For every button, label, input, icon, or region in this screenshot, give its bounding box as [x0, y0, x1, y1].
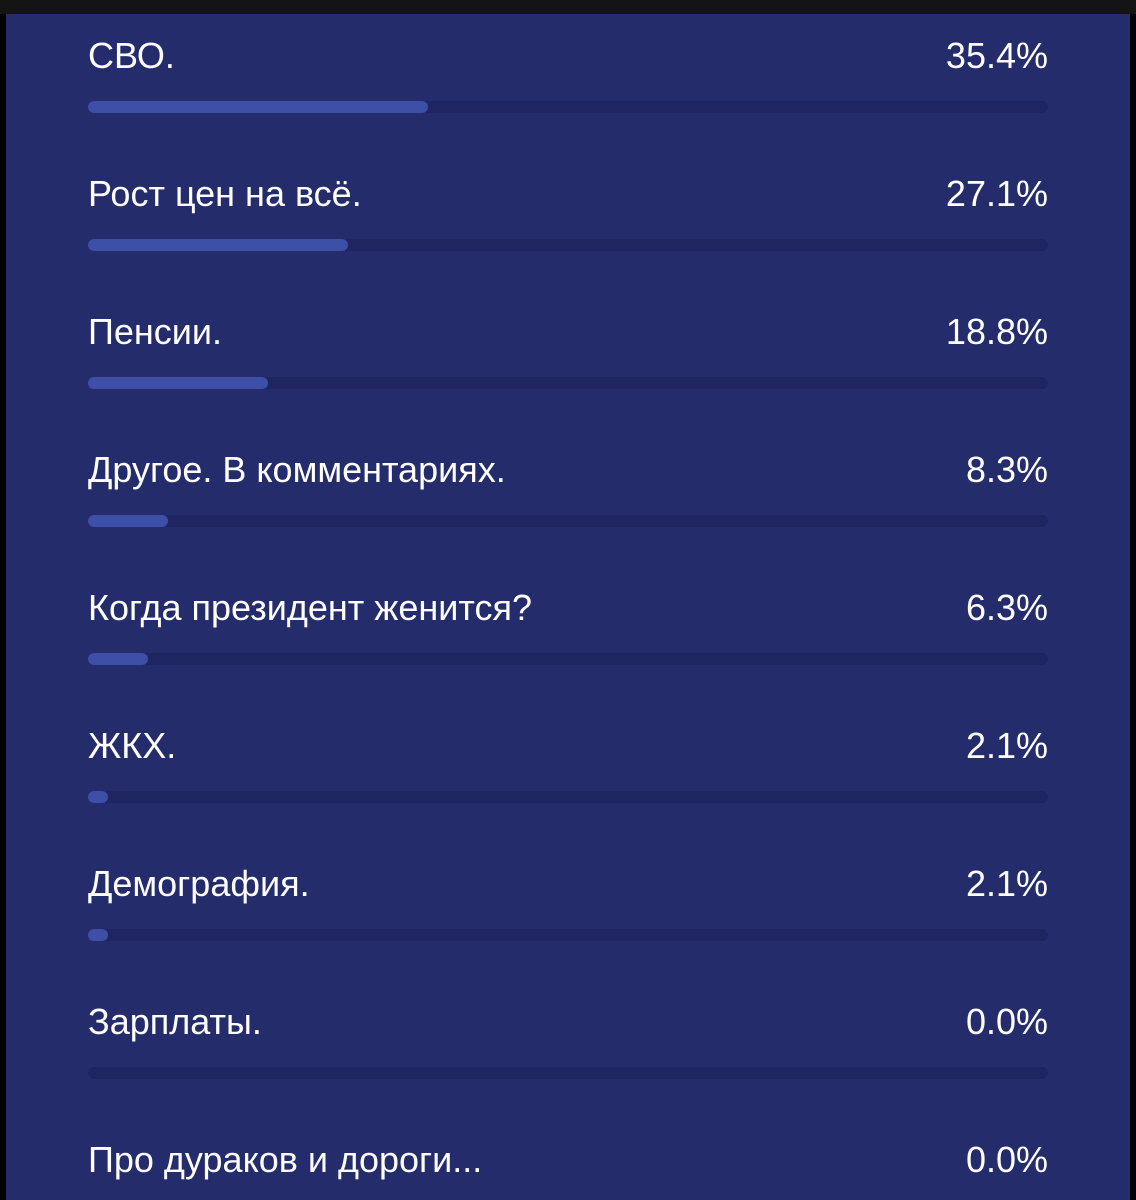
- poll-option: ЖКХ. 2.1%: [88, 704, 1048, 842]
- poll-option-progress-track: [88, 239, 1048, 251]
- poll-option-percent: 27.1%: [945, 173, 1048, 214]
- poll-option-label: Демография.: [88, 863, 310, 904]
- poll-option: Демография. 2.1%: [88, 842, 1048, 980]
- poll-options-list: СВО. 35.4% Рост цен на всё. 27.1% Пенсии…: [88, 14, 1048, 1200]
- poll-option-progress-fill: [88, 377, 269, 389]
- poll-option-progress-fill: [88, 515, 168, 527]
- poll-option-progress-track: [88, 377, 1048, 389]
- poll-option: Когда президент женится? 6.3%: [88, 566, 1048, 704]
- poll-option: Рост цен на всё. 27.1%: [88, 152, 1048, 290]
- poll-option-percent: 8.3%: [965, 449, 1048, 490]
- poll-option-progress-track: [88, 653, 1048, 665]
- poll-option-label: Когда президент женится?: [88, 587, 532, 628]
- poll-option-label: Другое. В комментариях.: [88, 449, 506, 490]
- poll-option-label: Рост цен на всё.: [88, 173, 362, 214]
- poll-option: Зарплаты. 0.0%: [88, 980, 1048, 1118]
- top-edge-bar: [0, 0, 1136, 14]
- poll-option-progress-fill: [88, 929, 109, 941]
- poll-option: СВО. 35.4%: [88, 14, 1048, 152]
- poll-option-progress-track: [88, 791, 1048, 803]
- poll-option-progress-fill: [88, 101, 428, 113]
- poll-option-percent: 0.0%: [965, 1139, 1048, 1180]
- poll-option-label: СВО.: [88, 35, 175, 76]
- poll-option-progress-fill: [88, 653, 149, 665]
- poll-option-label: ЖКХ.: [88, 725, 177, 766]
- poll-option-progress-track: [88, 101, 1048, 113]
- poll-option-percent: 2.1%: [965, 863, 1048, 904]
- poll-option: Другое. В комментариях. 8.3%: [88, 428, 1048, 566]
- poll-option: Про дураков и дороги... 0.0%: [88, 1118, 1048, 1200]
- poll-option-percent: 35.4%: [945, 35, 1048, 76]
- poll-option-percent: 2.1%: [965, 725, 1048, 766]
- poll-option: Пенсии. 18.8%: [88, 290, 1048, 428]
- poll-option-label: Зарплаты.: [88, 1001, 262, 1042]
- poll-option-percent: 6.3%: [965, 587, 1048, 628]
- poll-option-progress-track: [88, 515, 1048, 527]
- poll-option-progress-fill: [88, 239, 349, 251]
- poll-option-progress-track: [88, 1067, 1048, 1079]
- poll-option-label: Про дураков и дороги...: [88, 1139, 483, 1180]
- poll-option-progress-fill: [88, 791, 109, 803]
- poll-option-label: Пенсии.: [88, 311, 222, 352]
- poll-option-progress-track: [88, 929, 1048, 941]
- poll-option-percent: 0.0%: [965, 1001, 1048, 1042]
- poll-results-panel: СВО. 35.4% Рост цен на всё. 27.1% Пенсии…: [6, 14, 1130, 1200]
- poll-option-percent: 18.8%: [945, 311, 1048, 352]
